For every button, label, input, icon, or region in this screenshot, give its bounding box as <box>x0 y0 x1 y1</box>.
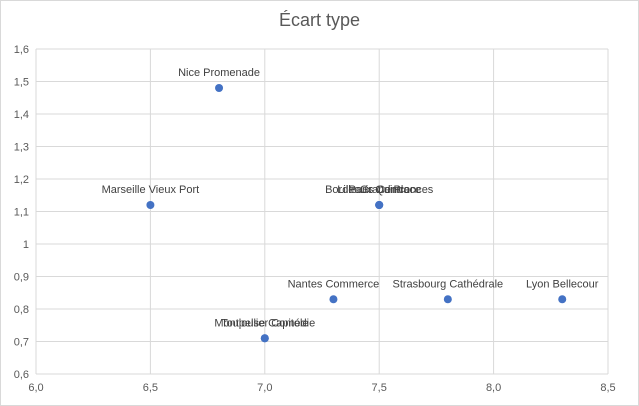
x-tick-label: 6,0 <box>28 382 43 394</box>
data-label: Toulouse Capitole <box>221 317 308 329</box>
data-points <box>146 84 567 343</box>
data-label: Paris Centre <box>349 184 410 196</box>
y-tick-label: 1,5 <box>14 77 29 89</box>
data-label: Bordeaux Quinconces <box>325 184 434 196</box>
data-point <box>146 201 155 209</box>
data-point <box>260 334 269 343</box>
data-label: Strasbourg Cathédrale <box>392 278 503 290</box>
data-point <box>375 201 384 209</box>
y-tick-label: 0,9 <box>14 272 29 284</box>
chart-title: Écart type <box>278 10 361 30</box>
data-point <box>558 295 567 304</box>
y-tick-label: 0,8 <box>14 304 29 316</box>
gridlines <box>35 48 609 375</box>
y-tick-label: 0,6 <box>14 369 29 381</box>
data-label: Montpellier Comédie <box>214 317 315 329</box>
x-tick-label: 7,0 <box>257 382 272 394</box>
data-label: Lille Grand Place <box>337 184 421 196</box>
x-tick-label: 6,5 <box>143 382 158 394</box>
data-label: Nantes Commerce <box>288 278 380 290</box>
data-label: Nice Promenade <box>178 67 260 79</box>
data-point <box>443 295 452 304</box>
y-tick-label: 1,1 <box>14 207 29 219</box>
y-tick-label: 1,3 <box>14 142 29 154</box>
data-point <box>215 84 224 92</box>
data-label: Marseille Vieux Port <box>102 184 200 196</box>
data-point <box>329 295 338 304</box>
y-tick-label: 1,6 <box>14 44 29 56</box>
y-tick-label: 1,4 <box>14 109 29 121</box>
x-tick-label: 8,0 <box>486 382 501 394</box>
data-label: Lyon Bellecour <box>526 278 599 290</box>
x-tick-label: 7,5 <box>372 382 387 394</box>
tick-labels: 0,6 0,7 0,8 0,9 1 1,1 1,2 1,3 1,4 1,5 1,6 6,0 6,5 7,0… <box>14 44 616 394</box>
y-tick-label: 0,7 <box>14 337 29 349</box>
point-labels: Nice Promenade Marseille Vieux Port Bordea… <box>102 67 599 329</box>
y-tick-label: 1 <box>23 239 29 251</box>
y-tick-label: 1,2 <box>14 174 29 186</box>
x-tick-label: 8,5 <box>600 382 615 394</box>
